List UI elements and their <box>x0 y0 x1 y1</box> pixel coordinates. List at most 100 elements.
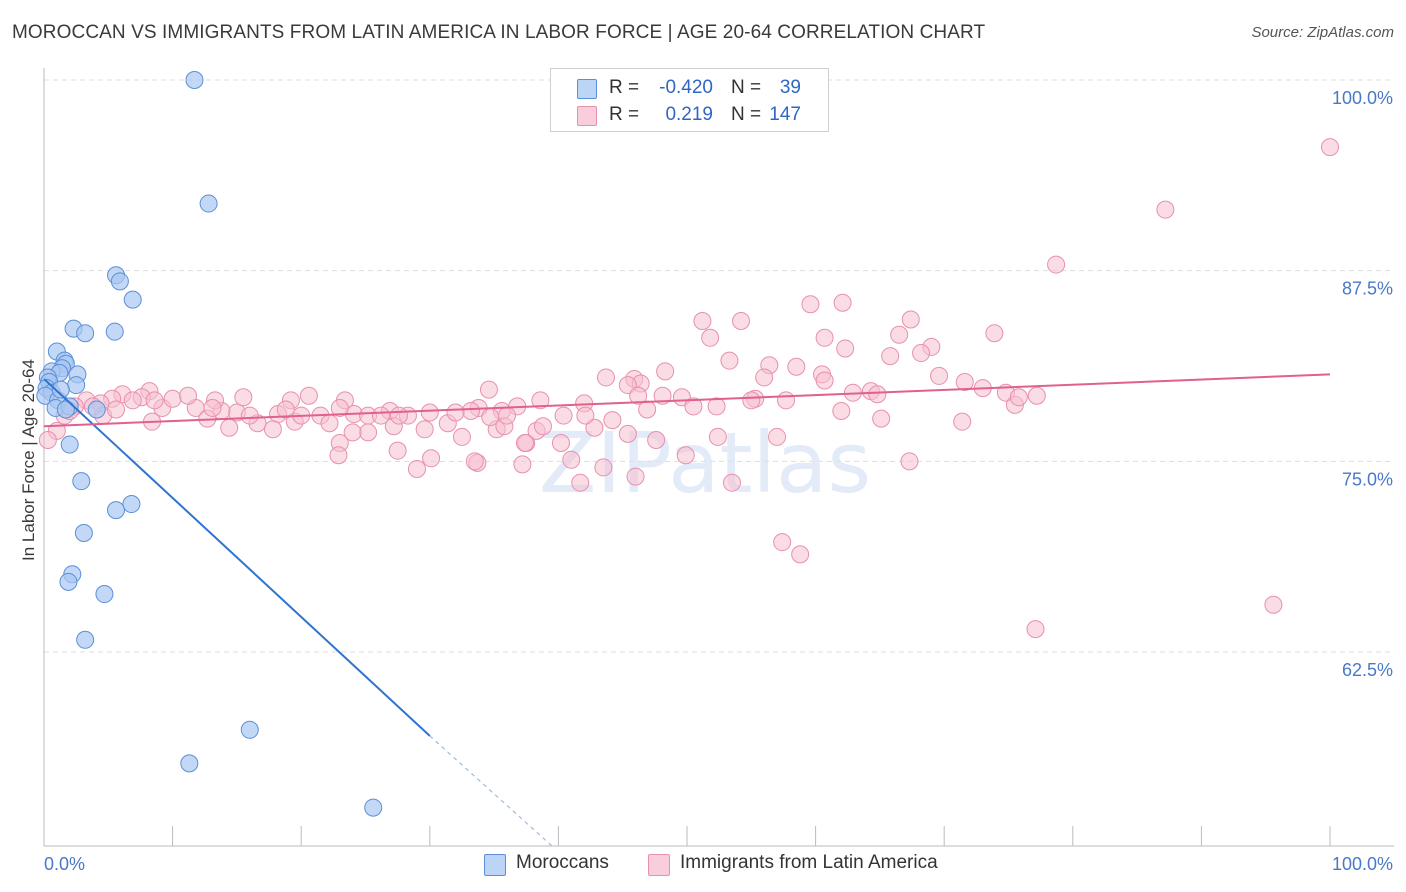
latin-america-point <box>768 427 787 446</box>
latin-america-point <box>801 295 820 314</box>
latin-america-point <box>479 380 498 399</box>
axes <box>43 68 1394 847</box>
y-tick-label: 100.0% <box>1332 88 1393 108</box>
y-tick-label: 62.5% <box>1342 660 1393 680</box>
latin-america-point <box>123 391 142 410</box>
moroccan-point <box>72 472 91 491</box>
latin-america-point <box>179 386 198 405</box>
moroccan-point <box>105 322 124 341</box>
moroccan-point <box>110 272 129 291</box>
latin-america-point <box>1156 200 1175 219</box>
latin-america-point <box>1047 255 1066 274</box>
latin-america-point <box>163 389 182 408</box>
moroccan-point <box>199 194 218 213</box>
latin-america-trend-line <box>43 373 1331 428</box>
legend-label: Immigrants from Latin America <box>680 852 938 873</box>
latin-america-point <box>422 449 441 468</box>
latin-america-point <box>203 398 222 417</box>
latin-america-point <box>732 312 751 331</box>
legend-n-value: 39 <box>779 77 801 98</box>
y-tick-labels: 100.0% 87.5% 75.0% 62.5% <box>1332 88 1393 680</box>
moroccan-point <box>87 400 106 419</box>
series-legend: Moroccans Immigrants from Latin America <box>0 852 1406 878</box>
source-label: Source: ZipAtlas.com <box>1251 24 1394 41</box>
moroccan-point <box>60 435 79 454</box>
latin-america-point <box>833 293 852 312</box>
moroccan-trend-extension <box>429 735 553 847</box>
latin-america-point <box>723 473 742 492</box>
latin-america-point <box>1009 388 1028 407</box>
moroccan-point <box>76 324 95 343</box>
latin-america-point <box>773 533 792 552</box>
y-axis-label: In Labor Force | Age 20-64 <box>19 359 38 561</box>
latin-america-point <box>985 324 1004 343</box>
latin-america-point <box>446 403 465 422</box>
latin-america-point <box>38 430 57 449</box>
latin-america-point <box>656 362 675 381</box>
latin-america-point <box>791 545 810 564</box>
chart-title: MOROCCAN VS IMMIGRANTS FROM LATIN AMERIC… <box>12 22 986 43</box>
latin-america-point <box>1264 595 1283 614</box>
x-tick-labels: 0.0% 100.0% <box>44 854 1393 874</box>
legend-n-value: 147 <box>769 104 801 125</box>
latin-america-point <box>955 373 974 392</box>
moroccan-point <box>107 501 126 520</box>
stats-legend: R = -0.420 N = 39 R = 0.219 N = 147 <box>550 68 829 132</box>
latin-america-point <box>452 427 471 446</box>
moroccan-point <box>76 630 95 649</box>
latin-america-point <box>240 406 259 425</box>
latin-america-point <box>594 458 613 477</box>
legend-r-label: R = <box>609 77 640 98</box>
y-tick-label: 87.5% <box>1342 279 1393 299</box>
latin-america-point <box>684 397 703 416</box>
y-tick-label: 75.0% <box>1342 469 1393 489</box>
latin-america-point <box>832 401 851 420</box>
latin-america-point <box>220 418 239 437</box>
moroccan-point <box>123 290 142 309</box>
latin-america-point <box>551 434 570 453</box>
latin-america-point <box>585 418 604 437</box>
latin-america-point <box>299 386 318 405</box>
latin-america-point <box>930 366 949 385</box>
moroccan-point <box>122 495 141 514</box>
latin-america-point <box>653 386 672 405</box>
latin-america-point <box>420 403 439 422</box>
moroccan-point <box>51 380 70 399</box>
latin-america-point <box>320 414 339 433</box>
latin-america-point <box>576 406 595 425</box>
latin-america-point <box>868 385 887 404</box>
latin-america-point <box>647 430 666 449</box>
latin-america-point <box>815 371 834 390</box>
latin-america-point <box>708 427 727 446</box>
latin-america-point <box>901 310 920 329</box>
latin-america-point <box>562 450 581 469</box>
latin-america-point <box>626 467 645 486</box>
latin-america-point <box>515 434 534 453</box>
legend-r-label: R = <box>609 104 640 125</box>
latin-america-point <box>720 351 739 370</box>
trend-lines <box>43 373 1331 847</box>
latin-america-point <box>389 406 408 425</box>
legend-swatch-pink <box>648 854 670 876</box>
latin-america-point <box>359 423 378 442</box>
latin-america-point <box>415 420 434 439</box>
latin-america-point <box>890 325 909 344</box>
latin-america-point <box>554 406 573 425</box>
latin-america-point <box>742 391 761 410</box>
latin-america-point <box>234 388 253 407</box>
latin-america-point <box>881 347 900 366</box>
latin-america-point <box>263 420 282 439</box>
x-tick-label: 100.0% <box>1332 854 1393 874</box>
latin-america-point <box>836 339 855 358</box>
moroccan-point <box>67 376 86 395</box>
latin-america-point <box>531 391 550 410</box>
latin-america-point <box>755 368 774 387</box>
legend-r-value: 0.219 <box>665 104 713 125</box>
latin-america-point <box>330 398 349 417</box>
latin-america-point <box>701 328 720 347</box>
latin-america-point <box>676 446 695 465</box>
latin-america-point <box>872 409 891 428</box>
latin-america-point <box>815 328 834 347</box>
latin-america-point <box>276 400 295 419</box>
